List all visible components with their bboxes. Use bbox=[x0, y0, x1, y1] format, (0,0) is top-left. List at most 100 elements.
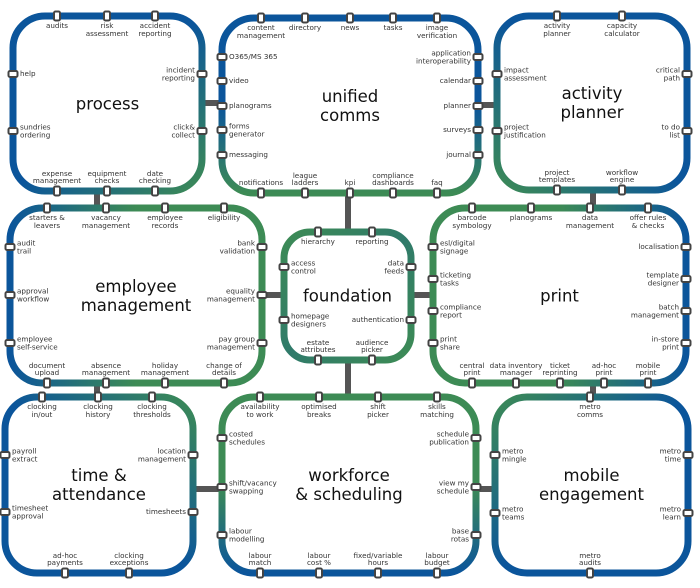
station-marker[interactable] bbox=[256, 291, 268, 299]
station-marker[interactable] bbox=[187, 508, 199, 516]
station-marker[interactable] bbox=[38, 391, 46, 403]
station-marker[interactable] bbox=[682, 509, 694, 517]
station-marker[interactable] bbox=[553, 10, 561, 22]
station-marker[interactable] bbox=[315, 391, 323, 403]
station-marker[interactable] bbox=[470, 434, 482, 442]
station-marker[interactable] bbox=[314, 226, 322, 238]
station-marker[interactable] bbox=[491, 70, 503, 78]
station-marker[interactable] bbox=[216, 77, 228, 85]
station-marker[interactable] bbox=[256, 567, 264, 579]
station-marker[interactable] bbox=[216, 126, 228, 134]
station-marker[interactable] bbox=[314, 354, 322, 366]
station-marker[interactable] bbox=[681, 127, 693, 135]
station-marker[interactable] bbox=[161, 202, 169, 214]
station-marker[interactable] bbox=[0, 508, 11, 516]
station-marker[interactable] bbox=[389, 187, 397, 199]
station-marker[interactable] bbox=[278, 263, 290, 271]
station-marker[interactable] bbox=[220, 377, 228, 389]
station-marker[interactable] bbox=[61, 567, 69, 579]
station-marker[interactable] bbox=[491, 127, 503, 135]
station-marker[interactable] bbox=[53, 185, 61, 197]
station-marker[interactable] bbox=[315, 567, 323, 579]
station-marker[interactable] bbox=[196, 70, 208, 78]
station-marker[interactable] bbox=[682, 451, 694, 459]
station-marker[interactable] bbox=[405, 316, 417, 324]
station-marker[interactable] bbox=[680, 307, 692, 315]
station-marker[interactable] bbox=[586, 391, 594, 403]
station-marker[interactable] bbox=[216, 531, 228, 539]
station-marker[interactable] bbox=[389, 12, 397, 24]
station-marker[interactable] bbox=[4, 339, 16, 347]
station-marker[interactable] bbox=[125, 567, 133, 579]
station-marker[interactable] bbox=[472, 77, 484, 85]
station-marker[interactable] bbox=[374, 391, 382, 403]
station-marker[interactable] bbox=[148, 391, 156, 403]
station-marker[interactable] bbox=[7, 127, 19, 135]
station-marker[interactable] bbox=[216, 483, 228, 491]
station-marker[interactable] bbox=[468, 202, 476, 214]
station-marker[interactable] bbox=[644, 377, 652, 389]
station-marker[interactable] bbox=[586, 567, 594, 579]
station-marker[interactable] bbox=[301, 12, 309, 24]
station-marker[interactable] bbox=[257, 12, 265, 24]
station-marker[interactable] bbox=[680, 339, 692, 347]
station-marker[interactable] bbox=[346, 187, 354, 199]
station-marker[interactable] bbox=[102, 202, 110, 214]
station-marker[interactable] bbox=[216, 434, 228, 442]
station-marker[interactable] bbox=[527, 202, 535, 214]
station-marker[interactable] bbox=[301, 187, 309, 199]
station-marker[interactable] bbox=[220, 202, 228, 214]
station-marker[interactable] bbox=[433, 567, 441, 579]
station-marker[interactable] bbox=[257, 187, 265, 199]
station-marker[interactable] bbox=[187, 451, 199, 459]
station-marker[interactable] bbox=[618, 10, 626, 22]
station-marker[interactable] bbox=[216, 102, 228, 110]
station-marker[interactable] bbox=[427, 307, 439, 315]
station-marker[interactable] bbox=[489, 509, 501, 517]
station-marker[interactable] bbox=[278, 316, 290, 324]
station-marker[interactable] bbox=[512, 377, 520, 389]
station-marker[interactable] bbox=[470, 531, 482, 539]
station-marker[interactable] bbox=[102, 377, 110, 389]
station-marker[interactable] bbox=[433, 391, 441, 403]
station-marker[interactable] bbox=[151, 185, 159, 197]
station-marker[interactable] bbox=[427, 275, 439, 283]
station-marker[interactable] bbox=[151, 10, 159, 22]
station-marker[interactable] bbox=[472, 151, 484, 159]
station-marker[interactable] bbox=[346, 12, 354, 24]
station-marker[interactable] bbox=[216, 151, 228, 159]
station-marker[interactable] bbox=[4, 291, 16, 299]
station-marker[interactable] bbox=[618, 184, 626, 196]
station-marker[interactable] bbox=[374, 567, 382, 579]
station-marker[interactable] bbox=[368, 354, 376, 366]
station-marker[interactable] bbox=[53, 10, 61, 22]
station-marker[interactable] bbox=[427, 339, 439, 347]
station-marker[interactable] bbox=[600, 377, 608, 389]
station-marker[interactable] bbox=[256, 243, 268, 251]
station-marker[interactable] bbox=[7, 70, 19, 78]
station-marker[interactable] bbox=[256, 391, 264, 403]
station-marker[interactable] bbox=[680, 275, 692, 283]
station-marker[interactable] bbox=[472, 53, 484, 61]
station-marker[interactable] bbox=[43, 202, 51, 214]
station-marker[interactable] bbox=[680, 243, 692, 251]
station-marker[interactable] bbox=[256, 339, 268, 347]
station-marker[interactable] bbox=[681, 70, 693, 78]
station-marker[interactable] bbox=[644, 202, 652, 214]
station-marker[interactable] bbox=[556, 377, 564, 389]
station-marker[interactable] bbox=[103, 185, 111, 197]
station-marker[interactable] bbox=[0, 451, 11, 459]
station-marker[interactable] bbox=[433, 187, 441, 199]
station-marker[interactable] bbox=[586, 202, 594, 214]
station-marker[interactable] bbox=[161, 377, 169, 389]
station-marker[interactable] bbox=[94, 391, 102, 403]
station-marker[interactable] bbox=[368, 226, 376, 238]
station-marker[interactable] bbox=[405, 263, 417, 271]
station-marker[interactable] bbox=[433, 12, 441, 24]
station-marker[interactable] bbox=[489, 451, 501, 459]
station-marker[interactable] bbox=[103, 10, 111, 22]
station-marker[interactable] bbox=[553, 184, 561, 196]
station-marker[interactable] bbox=[472, 126, 484, 134]
station-marker[interactable] bbox=[470, 483, 482, 491]
station-marker[interactable] bbox=[468, 377, 476, 389]
